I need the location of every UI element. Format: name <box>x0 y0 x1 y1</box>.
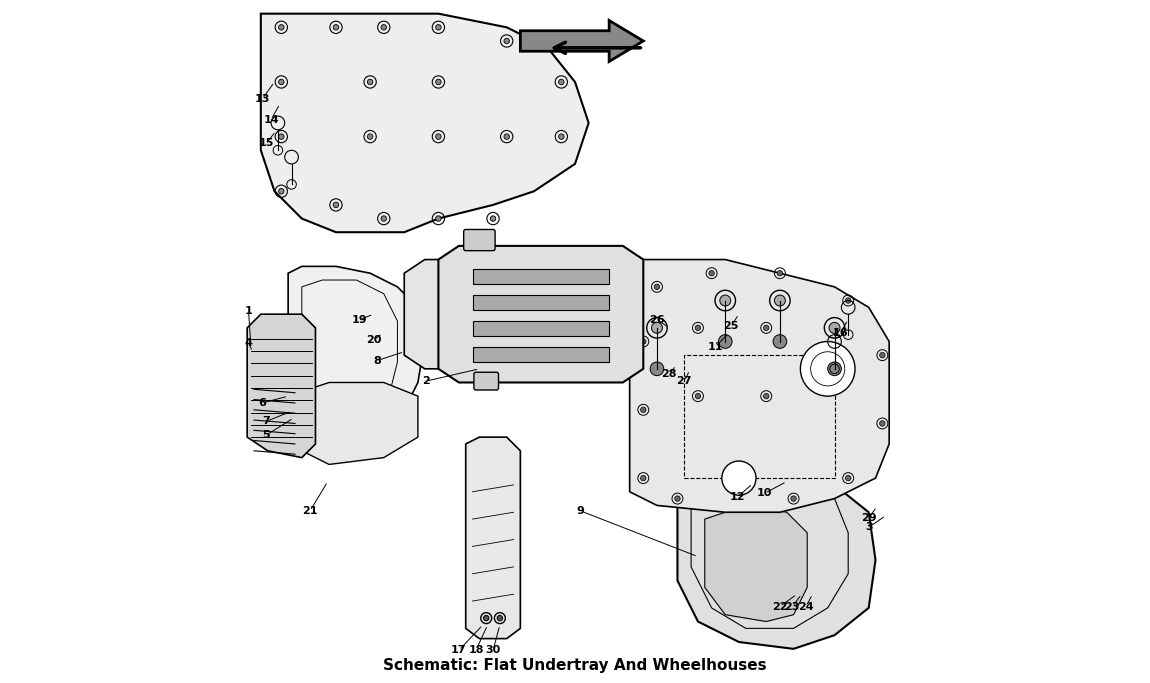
Circle shape <box>278 79 284 85</box>
Circle shape <box>497 615 503 621</box>
Bar <box>473 269 610 284</box>
Circle shape <box>490 216 496 221</box>
Circle shape <box>880 352 886 358</box>
Bar <box>473 295 610 310</box>
FancyBboxPatch shape <box>444 295 597 309</box>
Text: 18: 18 <box>468 645 484 655</box>
Polygon shape <box>261 14 589 232</box>
Circle shape <box>381 216 386 221</box>
Text: Schematic: Flat Undertray And Wheelhouses: Schematic: Flat Undertray And Wheelhouse… <box>383 658 767 673</box>
Circle shape <box>722 461 756 495</box>
Circle shape <box>436 134 442 139</box>
Circle shape <box>708 270 714 276</box>
Circle shape <box>559 79 564 85</box>
Circle shape <box>654 284 660 290</box>
Circle shape <box>675 496 680 501</box>
FancyBboxPatch shape <box>444 312 597 326</box>
Text: 15: 15 <box>259 139 274 148</box>
Text: 24: 24 <box>798 602 814 611</box>
FancyBboxPatch shape <box>444 329 597 343</box>
FancyBboxPatch shape <box>474 372 498 390</box>
Circle shape <box>800 342 856 396</box>
Circle shape <box>845 298 851 303</box>
Circle shape <box>845 475 851 481</box>
Text: 28: 28 <box>661 370 677 379</box>
Text: 22: 22 <box>772 602 788 611</box>
Text: 27: 27 <box>676 376 692 386</box>
Text: 1: 1 <box>245 306 252 316</box>
Circle shape <box>278 189 284 194</box>
Circle shape <box>829 322 840 333</box>
Circle shape <box>641 475 646 481</box>
Text: 14: 14 <box>263 115 279 124</box>
Circle shape <box>828 362 842 376</box>
Polygon shape <box>289 382 417 464</box>
Circle shape <box>483 615 489 621</box>
Text: 13: 13 <box>254 94 270 104</box>
Text: 12: 12 <box>730 492 745 502</box>
Text: 10: 10 <box>757 488 773 498</box>
Text: 3: 3 <box>865 522 873 532</box>
Text: 29: 29 <box>861 513 876 522</box>
Text: 30: 30 <box>485 645 500 655</box>
Circle shape <box>764 393 769 399</box>
Polygon shape <box>289 266 424 437</box>
Circle shape <box>367 134 373 139</box>
Circle shape <box>381 25 386 30</box>
Circle shape <box>334 202 339 208</box>
Bar <box>473 347 610 362</box>
Circle shape <box>278 134 284 139</box>
Circle shape <box>436 79 442 85</box>
Circle shape <box>773 335 787 348</box>
Circle shape <box>436 25 442 30</box>
Text: 25: 25 <box>723 322 738 331</box>
Text: 7: 7 <box>262 417 270 426</box>
Text: 19: 19 <box>352 315 368 324</box>
Text: 20: 20 <box>366 335 381 345</box>
Circle shape <box>504 38 509 44</box>
Circle shape <box>720 295 730 306</box>
Polygon shape <box>466 437 520 639</box>
Circle shape <box>650 362 664 376</box>
Text: 6: 6 <box>259 398 266 408</box>
Circle shape <box>696 325 700 331</box>
Circle shape <box>652 322 662 333</box>
Bar <box>473 321 610 336</box>
FancyBboxPatch shape <box>463 229 496 251</box>
Circle shape <box>334 25 339 30</box>
Circle shape <box>719 335 733 348</box>
Circle shape <box>367 79 373 85</box>
Text: 11: 11 <box>707 342 722 352</box>
Circle shape <box>559 134 564 139</box>
FancyBboxPatch shape <box>444 278 597 292</box>
Circle shape <box>791 496 796 501</box>
Text: 21: 21 <box>302 506 317 516</box>
Polygon shape <box>247 314 315 458</box>
Polygon shape <box>630 260 889 512</box>
Polygon shape <box>677 471 875 649</box>
Text: 26: 26 <box>649 315 665 324</box>
Polygon shape <box>520 20 643 61</box>
Text: 9: 9 <box>576 506 584 516</box>
Polygon shape <box>405 260 630 369</box>
Circle shape <box>777 270 783 276</box>
Circle shape <box>278 25 284 30</box>
Text: 16: 16 <box>833 329 848 338</box>
Polygon shape <box>705 505 807 622</box>
Text: 17: 17 <box>451 645 467 655</box>
Circle shape <box>641 407 646 413</box>
Circle shape <box>641 339 646 344</box>
Circle shape <box>764 325 769 331</box>
Text: 8: 8 <box>373 356 381 365</box>
Text: 5: 5 <box>262 430 270 440</box>
Text: 23: 23 <box>784 602 800 611</box>
Circle shape <box>880 421 886 426</box>
Polygon shape <box>438 246 643 382</box>
Circle shape <box>504 134 509 139</box>
Circle shape <box>696 393 700 399</box>
Text: 4: 4 <box>245 338 253 348</box>
Circle shape <box>436 216 442 221</box>
Text: 2: 2 <box>422 376 430 386</box>
Circle shape <box>774 295 785 306</box>
